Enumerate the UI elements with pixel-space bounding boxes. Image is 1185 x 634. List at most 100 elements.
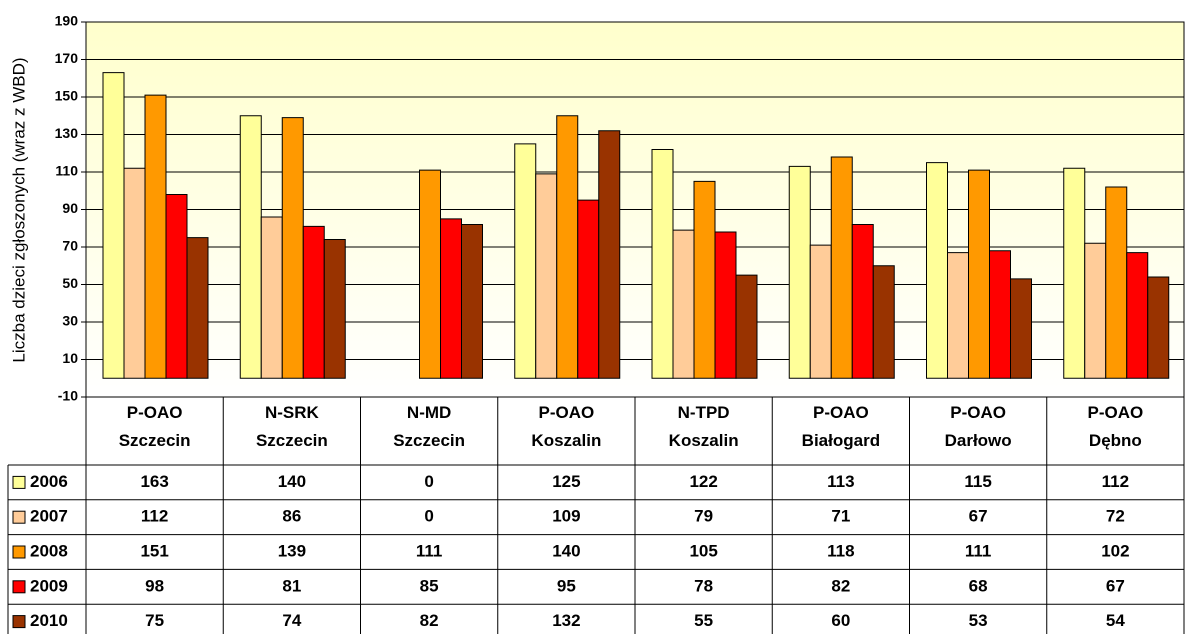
y-tick-label: 50 bbox=[62, 275, 78, 291]
table-value: 79 bbox=[694, 507, 713, 526]
table-value: 54 bbox=[1106, 611, 1125, 630]
legend-key bbox=[12, 475, 26, 489]
bar bbox=[598, 130, 621, 379]
y-tick-label: 70 bbox=[62, 238, 78, 254]
table-value: 139 bbox=[278, 541, 306, 560]
table-value: 81 bbox=[282, 576, 301, 595]
table-value: 111 bbox=[416, 541, 443, 560]
y-tick-label: 170 bbox=[55, 50, 79, 66]
legend-label: 2008 bbox=[30, 541, 68, 560]
category-label: P-OAO Koszalin bbox=[531, 403, 601, 450]
bar bbox=[186, 237, 209, 379]
table-value: 68 bbox=[969, 576, 988, 595]
legend-key bbox=[12, 580, 26, 594]
bar bbox=[102, 72, 125, 379]
bar bbox=[735, 274, 758, 379]
table-value: 163 bbox=[140, 472, 168, 491]
legend-label: 2009 bbox=[30, 576, 68, 595]
bar bbox=[809, 244, 832, 379]
category-label: P-OAO Darłowo bbox=[945, 403, 1012, 450]
bar bbox=[514, 143, 537, 379]
table-value: 140 bbox=[278, 472, 306, 491]
bar bbox=[1105, 186, 1128, 379]
bar bbox=[281, 117, 304, 379]
y-tick-label: 150 bbox=[55, 88, 79, 104]
bar bbox=[872, 265, 895, 379]
table-value: 67 bbox=[969, 507, 988, 526]
bar bbox=[165, 194, 188, 379]
bar bbox=[239, 115, 262, 379]
bar bbox=[1063, 167, 1086, 379]
category-label: N-MD Szczecin bbox=[393, 403, 465, 450]
table-value: 75 bbox=[145, 611, 164, 630]
table-value: 82 bbox=[831, 576, 850, 595]
legend-key bbox=[12, 545, 26, 559]
table-value: 102 bbox=[1101, 541, 1129, 560]
bar bbox=[260, 216, 283, 379]
table-value: 53 bbox=[969, 611, 988, 630]
bar bbox=[461, 224, 483, 379]
bar bbox=[302, 225, 325, 379]
bar bbox=[651, 149, 674, 379]
table-value: 82 bbox=[420, 611, 439, 630]
table-value: 67 bbox=[1106, 576, 1125, 595]
legend-label: 2006 bbox=[30, 472, 68, 491]
category-label: N-SRK Szczecin bbox=[256, 403, 328, 450]
category-label: P-OAO Dębno bbox=[1088, 403, 1144, 450]
bar bbox=[947, 252, 969, 379]
legend-key bbox=[12, 615, 26, 629]
table-value: 0 bbox=[424, 472, 433, 491]
bar bbox=[851, 224, 874, 379]
table-value: 112 bbox=[1102, 472, 1129, 491]
table-value: 118 bbox=[827, 541, 854, 560]
y-tick-label: 110 bbox=[55, 163, 78, 179]
legend-label: 2007 bbox=[30, 507, 68, 526]
table-value: 113 bbox=[827, 472, 854, 491]
bar bbox=[968, 169, 990, 379]
bar bbox=[1126, 252, 1149, 379]
bar bbox=[323, 239, 346, 379]
table-value: 55 bbox=[694, 611, 713, 630]
bar bbox=[535, 173, 558, 379]
bar bbox=[144, 94, 167, 379]
table-value: 86 bbox=[282, 507, 301, 526]
y-tick-label: 30 bbox=[62, 313, 78, 329]
y-axis-label: Liczba dzieci zgłoszonych (wraz z WBD) bbox=[9, 57, 28, 362]
table-value: 0 bbox=[424, 507, 433, 526]
table-value: 132 bbox=[552, 611, 580, 630]
table-value: 105 bbox=[689, 541, 717, 560]
bar bbox=[1084, 242, 1107, 379]
table-value: 95 bbox=[557, 576, 576, 595]
y-tick-label: 90 bbox=[62, 200, 78, 216]
table-value: 78 bbox=[694, 576, 713, 595]
legend-label: 2010 bbox=[30, 611, 68, 630]
bar bbox=[989, 250, 1011, 379]
bar bbox=[440, 218, 462, 379]
table-value: 111 bbox=[965, 541, 992, 560]
bar bbox=[577, 199, 600, 379]
bar bbox=[1147, 276, 1170, 379]
table-value: 122 bbox=[689, 472, 717, 491]
category-label: P-OAO Białogard bbox=[802, 403, 880, 450]
table-value: 60 bbox=[831, 611, 850, 630]
bar bbox=[788, 165, 811, 379]
table-value: 125 bbox=[552, 472, 580, 491]
table-value: 151 bbox=[140, 541, 168, 560]
legend-key bbox=[12, 510, 26, 524]
table-value: 109 bbox=[552, 507, 580, 526]
y-tick-label: 130 bbox=[55, 125, 79, 141]
table-value: 71 bbox=[831, 507, 850, 526]
bar bbox=[830, 156, 853, 379]
bar bbox=[1010, 278, 1032, 379]
table-value: 112 bbox=[141, 507, 168, 526]
category-label: N-TPD Koszalin bbox=[669, 403, 739, 450]
table-value: 72 bbox=[1106, 507, 1125, 526]
bar bbox=[419, 169, 441, 379]
bar bbox=[123, 167, 146, 379]
y-tick-label: 190 bbox=[55, 13, 79, 29]
table-value: 74 bbox=[282, 611, 301, 630]
y-tick-label: 10 bbox=[62, 350, 78, 366]
category-label: P-OAO Szczecin bbox=[119, 403, 191, 450]
bar bbox=[926, 162, 948, 379]
